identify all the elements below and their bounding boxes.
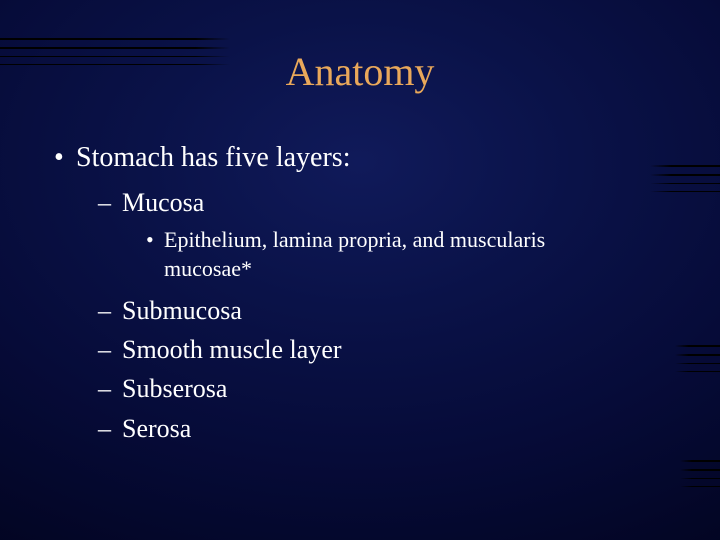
slide-title: Anatomy: [0, 48, 720, 95]
bullet-level2: –Submucosa: [98, 293, 660, 328]
dash-glyph: –: [98, 185, 122, 220]
dash-glyph: –: [98, 411, 122, 446]
level2-text: Submucosa: [122, 296, 242, 325]
level1-text: Stomach has five layers:: [76, 142, 350, 173]
level2-text: Mucosa: [122, 188, 204, 217]
decorative-lines-right-3: [680, 460, 720, 494]
bullet-level2: –Serosa: [98, 411, 660, 446]
decorative-lines-right-2: [675, 345, 720, 379]
level3-text: Epithelium, lamina propria, and muscular…: [164, 227, 545, 281]
bullet-level2: –Subserosa: [98, 371, 660, 406]
level2-text: Subserosa: [122, 374, 227, 403]
dash-glyph: –: [98, 371, 122, 406]
level2-text: Serosa: [122, 414, 191, 443]
bullet-level2: –Mucosa: [98, 185, 660, 220]
bullet-glyph: •: [146, 226, 164, 255]
decorative-lines-right-1: [650, 165, 720, 199]
dash-glyph: –: [98, 293, 122, 328]
level2-text: Smooth muscle layer: [122, 335, 342, 364]
bullet-level2: –Smooth muscle layer: [98, 332, 660, 367]
bullet-level3: •Epithelium, lamina propria, and muscula…: [146, 226, 620, 283]
slide-body: •Stomach has five layers: –Mucosa •Epith…: [54, 140, 660, 450]
bullet-level1: •Stomach has five layers:: [54, 140, 660, 175]
dash-glyph: –: [98, 332, 122, 367]
slide: Anatomy •Stomach has five layers: –Mucos…: [0, 0, 720, 540]
bullet-glyph: •: [54, 140, 76, 175]
